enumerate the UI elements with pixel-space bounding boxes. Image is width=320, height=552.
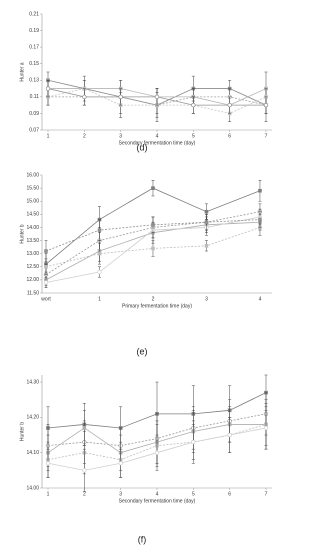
- marker: [45, 86, 51, 91]
- marker: [44, 249, 48, 253]
- y-tick-label: 14.30: [26, 379, 39, 385]
- marker: [45, 461, 51, 466]
- panel-caption: (f): [138, 534, 147, 544]
- marker: [204, 209, 209, 214]
- y-axis-label: Hunter b: [19, 422, 25, 441]
- marker: [204, 220, 209, 224]
- marker: [191, 439, 196, 445]
- y-tick-label: 14.00: [26, 225, 39, 231]
- panel-caption: (e): [137, 346, 148, 356]
- x-tick-label: 3: [119, 491, 122, 497]
- y-axis-label: Hunter b: [19, 224, 25, 243]
- x-tick-label: 5: [192, 491, 195, 497]
- x-tick-label: 2: [83, 491, 86, 497]
- y-tick-label: 12.00: [26, 277, 39, 283]
- marker: [118, 94, 123, 100]
- x-tick-label: 4: [259, 296, 262, 302]
- y-tick-label: 0.21: [29, 11, 39, 17]
- y-tick-label: 0.17: [29, 44, 39, 50]
- marker: [43, 280, 49, 285]
- y-tick-label: 0.11: [30, 94, 40, 100]
- marker: [151, 223, 155, 227]
- marker: [227, 102, 232, 108]
- y-tick-label: 0.09: [29, 111, 39, 117]
- y-tick-label: 0.07: [29, 127, 39, 133]
- x-axis-label: Secondary fermentation time (day): [119, 140, 196, 146]
- x-axis-label: Secondary fermentation time (day): [119, 498, 196, 504]
- y-tick-label: 11.50: [27, 290, 39, 296]
- x-tick-label: 5: [192, 133, 195, 139]
- x-tick-label: 1: [47, 133, 50, 139]
- x-tick-label: 4: [156, 491, 159, 497]
- marker: [258, 188, 262, 193]
- marker: [82, 94, 87, 100]
- marker: [258, 217, 262, 222]
- x-tick-label: 6: [228, 491, 231, 497]
- marker: [82, 426, 87, 430]
- marker: [118, 461, 123, 466]
- series-line: [45, 219, 260, 252]
- marker: [204, 244, 209, 248]
- x-tick-label: 2: [83, 133, 86, 139]
- marker: [151, 186, 155, 190]
- x-tick-label: 3: [205, 296, 208, 302]
- y-tick-label: 13.50: [26, 238, 39, 244]
- x-tick-label: 2: [152, 296, 155, 302]
- marker: [154, 450, 160, 455]
- x-tick-label: 1: [47, 491, 50, 497]
- marker: [154, 94, 160, 100]
- y-tick-label: 15.00: [26, 199, 39, 205]
- marker: [97, 251, 102, 256]
- marker: [151, 246, 155, 251]
- y-tick-label: 16.00: [26, 172, 39, 178]
- marker: [44, 264, 48, 269]
- marker: [263, 425, 269, 431]
- series-line: [45, 211, 261, 275]
- x-tick-label: 4: [156, 133, 159, 139]
- y-tick-label: 0.19: [29, 28, 39, 34]
- marker: [263, 102, 269, 108]
- x-tick-label: 7: [265, 133, 268, 139]
- x-tick-label: 6: [228, 133, 231, 139]
- y-tick-label: 13.00: [26, 251, 39, 257]
- x-tick-label: 7: [265, 491, 268, 497]
- panel-caption: (d): [137, 142, 148, 152]
- y-axis-label: Hunter a: [19, 62, 25, 81]
- y-tick-label: 0.15: [29, 61, 39, 67]
- y-tick-label: 14.00: [26, 485, 39, 491]
- marker: [97, 269, 102, 275]
- y-tick-label: 15.50: [26, 185, 39, 191]
- marker: [227, 432, 232, 438]
- x-axis-label: Primary fermentation time (day): [122, 303, 192, 309]
- marker: [82, 468, 87, 473]
- x-tick-label: 3: [119, 133, 122, 139]
- figure: 1 2 3 4 5 6 7 0.07 0.09 0.11 0.13 0.15 0.17 0.19 0.21 S…: [19, 11, 272, 544]
- marker: [97, 228, 102, 232]
- y-tick-label: 14.10: [26, 450, 39, 456]
- marker: [191, 102, 196, 108]
- y-tick-label: 14.20: [26, 415, 39, 421]
- y-tick-label: 0.13: [29, 78, 39, 84]
- y-tick-label: 14.50: [26, 212, 39, 218]
- x-tick-label: wort: [41, 296, 51, 302]
- x-tick-label: 1: [98, 296, 101, 302]
- y-tick-label: 12.50: [26, 264, 39, 270]
